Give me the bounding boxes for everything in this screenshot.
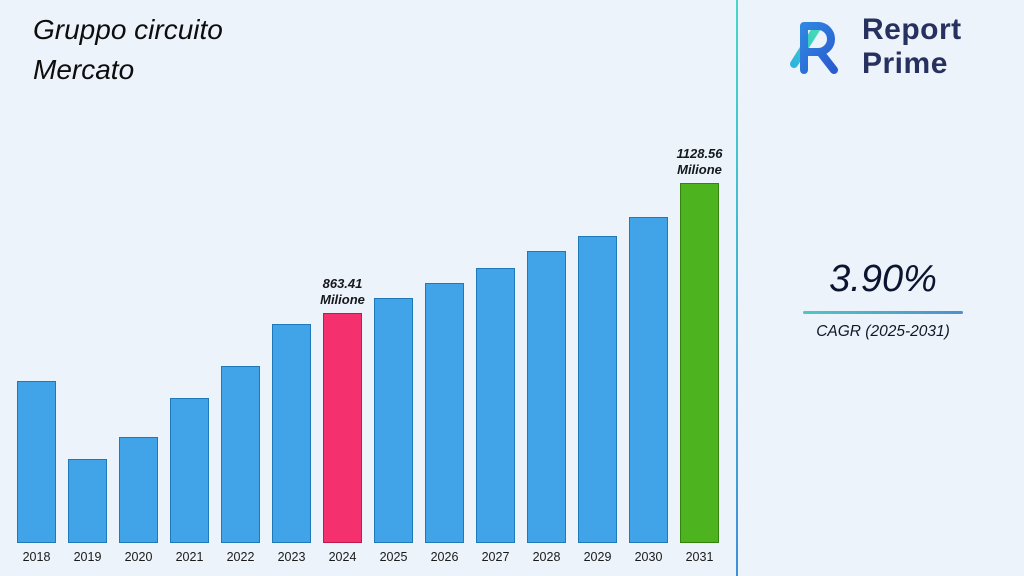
bar-2031	[680, 183, 719, 543]
bar-group-2024: 863.41 Milione 2024	[320, 275, 365, 565]
bar-2020	[119, 437, 158, 543]
bar-2025	[374, 298, 413, 543]
chart-title-line1: Gruppo circuito	[33, 14, 223, 45]
bar-chart: 2018 2019 2020 2021 2022 2023 863.41 Milione 202…	[17, 146, 723, 565]
kpi-block: 3.90% CAGR (2025-2031)	[745, 258, 1021, 341]
chart-title-line2: Mercato	[33, 53, 135, 85]
bar-group-2030: 2030	[629, 217, 668, 564]
bar-2021	[170, 398, 209, 543]
x-axis-label-2019: 2019	[73, 550, 102, 564]
x-axis-label-2029: 2029	[583, 550, 612, 564]
bar-group-2023: 2023	[272, 324, 311, 564]
bar-2023	[272, 324, 311, 543]
bar-2030	[629, 217, 668, 543]
vertical-divider	[736, 0, 738, 576]
x-axis-label-2018: 2018	[22, 550, 51, 564]
bar-group-2022: 2022	[221, 366, 260, 564]
x-axis-label-2025: 2025	[379, 550, 408, 564]
chart-title: Gruppo circuito Mercato	[33, 10, 223, 90]
bar-group-2027: 2027	[476, 268, 515, 564]
bar-group-2020: 2020	[119, 437, 158, 564]
x-axis-label-2027: 2027	[481, 550, 510, 564]
brand-name: Report Prime	[862, 13, 962, 80]
bar-group-2018: 2018	[17, 381, 56, 564]
bar-group-2028: 2028	[527, 251, 566, 564]
kpi-label: CAGR (2025-2031)	[816, 323, 950, 340]
bar-2019	[68, 459, 107, 543]
report-prime-logo-icon	[790, 22, 838, 74]
bar-2028	[527, 251, 566, 543]
brand-logo: Report Prime	[780, 12, 962, 82]
bar-2018	[17, 381, 56, 543]
bar-value-label-2024: 863.41 Milione	[320, 275, 365, 307]
x-axis-label-2022: 2022	[226, 550, 255, 564]
bar-group-2026: 2026	[425, 283, 464, 564]
x-axis-label-2020: 2020	[124, 550, 153, 564]
bar-group-2031: 1128.56 Milione 2031	[676, 146, 722, 565]
bar-group-2029: 2029	[578, 236, 617, 564]
x-axis-label-2030: 2030	[634, 550, 663, 564]
x-axis-label-2023: 2023	[277, 550, 306, 564]
bar-2022	[221, 366, 260, 543]
x-axis-label-2024: 2024	[328, 550, 357, 564]
kpi-underline	[803, 311, 963, 314]
bar-group-2019: 2019	[68, 459, 107, 564]
bar-2027	[476, 268, 515, 543]
x-axis-label-2026: 2026	[430, 550, 459, 564]
bar-2029	[578, 236, 617, 543]
bar-2024	[323, 313, 362, 543]
bar-2026	[425, 283, 464, 543]
x-axis-label-2031: 2031	[685, 550, 714, 564]
x-axis-label-2028: 2028	[532, 550, 561, 564]
kpi-value: 3.90%	[829, 258, 937, 300]
brand-name-word1: Report	[862, 13, 962, 47]
bar-group-2021: 2021	[170, 398, 209, 564]
x-axis-label-2021: 2021	[175, 550, 204, 564]
brand-name-word2: Prime	[862, 47, 948, 80]
bar-group-2025: 2025	[374, 298, 413, 564]
bar-value-label-2031: 1128.56 Milione	[676, 145, 723, 177]
